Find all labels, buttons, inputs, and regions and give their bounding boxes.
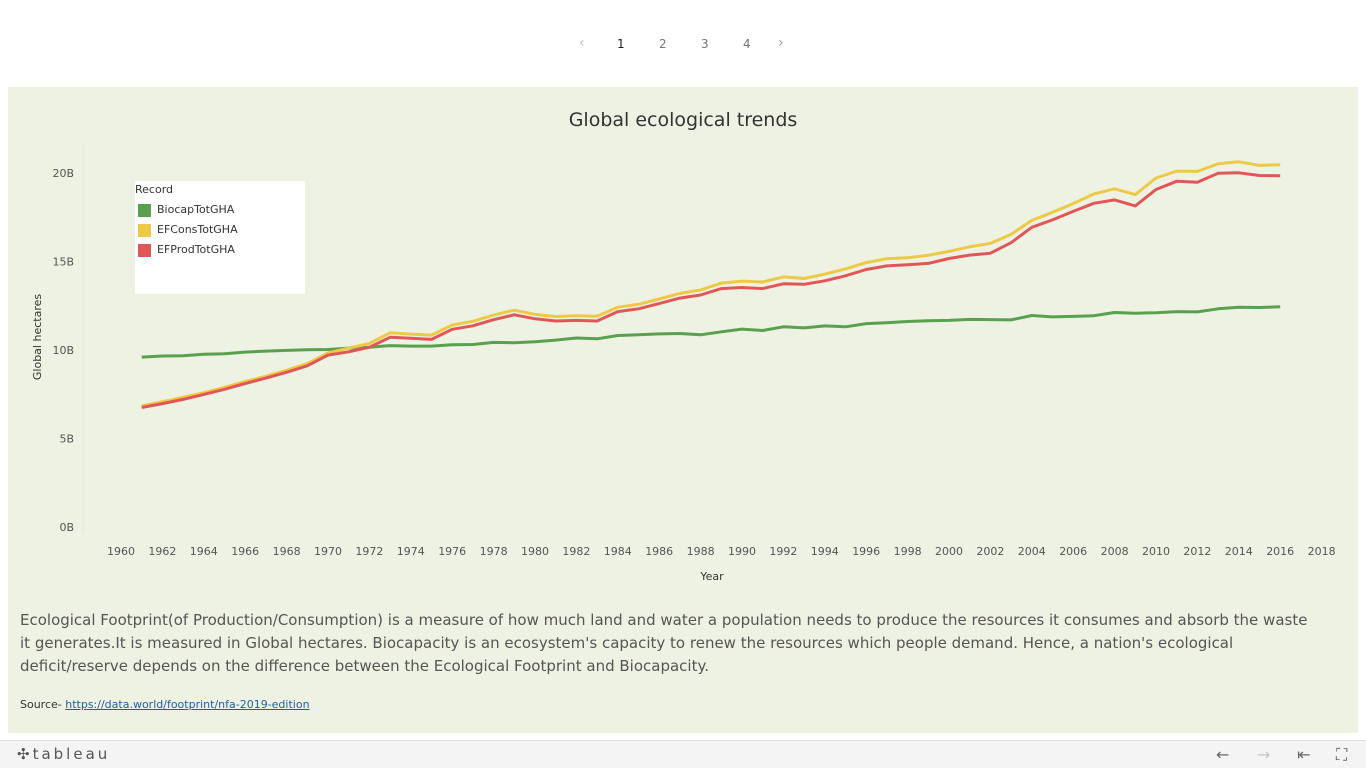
revert-icon[interactable]: ⇤ (1297, 745, 1311, 764)
story-pager: ‹ 1 2 3 4 › (0, 0, 1366, 86)
legend-swatch (138, 204, 151, 217)
undo-icon[interactable]: ← (1216, 745, 1230, 764)
tableau-toolbar: ✣tableau ← → ⇤ ⛶ (0, 740, 1366, 768)
series-line-efprodtotgha (141, 171, 1281, 409)
y-tick-label: 20B (52, 167, 74, 180)
page-4-button[interactable]: 4 (743, 37, 751, 51)
source-line: Source- https://data.world/footprint/nfa… (20, 698, 310, 711)
x-tick-label: 2016 (1266, 545, 1294, 558)
x-tick-label: 1980 (521, 545, 549, 558)
x-tick-label: 1984 (604, 545, 632, 558)
page-1-button[interactable]: 1 (617, 37, 625, 51)
dashboard: Global ecological trends 0B 5B 10B 15B 20B 19… (8, 87, 1358, 733)
tableau-logo: ✣tableau (17, 745, 111, 763)
x-tick-label: 2010 (1142, 545, 1170, 558)
x-tick-label: 1968 (273, 545, 301, 558)
x-tick-label: 1976 (438, 545, 466, 558)
description-text: Ecological Footprint(of Production/Consu… (20, 611, 1308, 675)
series-line-efconstotgha (141, 160, 1281, 408)
source-prefix: Source- (20, 698, 66, 711)
next-page-button[interactable]: › (778, 35, 784, 51)
legend-title: Record (135, 183, 174, 196)
legend-label: EFProdTotGHA (157, 243, 235, 256)
x-tick-label: 2012 (1183, 545, 1211, 558)
x-axis-label: Year (699, 570, 724, 583)
x-tick-label: 1982 (562, 545, 590, 558)
y-tick-label: 5B (59, 433, 74, 446)
y-tick-label: 15B (52, 256, 74, 269)
x-tick-label: 1990 (728, 545, 756, 558)
prev-page-button[interactable]: ‹ (579, 35, 585, 51)
x-tick-label: 1988 (687, 545, 715, 558)
x-tick-label: 1978 (480, 545, 508, 558)
x-tick-label: 2018 (1308, 545, 1336, 558)
line-chart[interactable]: 0B 5B 10B 15B 20B 1960 1962 1964 1966 1968 1970 197… (8, 87, 1358, 587)
y-axis-label: Global hectares (31, 294, 44, 380)
x-tick-label: 1994 (811, 545, 839, 558)
y-tick-label: 10B (52, 344, 74, 357)
x-tick-label: 1992 (769, 545, 797, 558)
x-tick-label: 1974 (397, 545, 425, 558)
y-tick-label: 0B (59, 521, 74, 534)
x-tick-label: 2014 (1225, 545, 1253, 558)
x-tick-label: 1970 (314, 545, 342, 558)
x-tick-label: 2008 (1101, 545, 1129, 558)
x-tick-label: 1972 (355, 545, 383, 558)
page-3-button[interactable]: 3 (701, 37, 709, 51)
legend-swatch (138, 224, 151, 237)
x-tick-label: 2006 (1059, 545, 1087, 558)
x-tick-label: 2002 (976, 545, 1004, 558)
legend-swatch (138, 244, 151, 257)
fullscreen-icon[interactable]: ⛶ (1336, 745, 1348, 764)
x-tick-label: 1966 (231, 545, 259, 558)
x-tick-label: 1996 (852, 545, 880, 558)
x-tick-label: 1964 (190, 545, 218, 558)
chart-title: Global ecological trends (568, 109, 798, 131)
legend[interactable]: Record BiocapTotGHA EFConsTotGHA EFProdT… (135, 181, 305, 294)
x-tick-label: 1998 (894, 545, 922, 558)
series-line-biocaptotgha (141, 305, 1281, 359)
x-tick-label: 2004 (1018, 545, 1046, 558)
x-tick-label: 1986 (645, 545, 673, 558)
redo-icon[interactable]: → (1257, 745, 1271, 764)
legend-label: EFConsTotGHA (157, 223, 238, 236)
source-link[interactable]: https://data.world/footprint/nfa-2019-ed… (65, 698, 310, 711)
x-tick-label: 1960 (107, 545, 135, 558)
x-tick-label: 1962 (148, 545, 176, 558)
x-tick-label: 2000 (935, 545, 963, 558)
page-2-button[interactable]: 2 (659, 37, 667, 51)
tableau-logo-text: tableau (32, 745, 111, 763)
legend-label: BiocapTotGHA (157, 203, 235, 216)
